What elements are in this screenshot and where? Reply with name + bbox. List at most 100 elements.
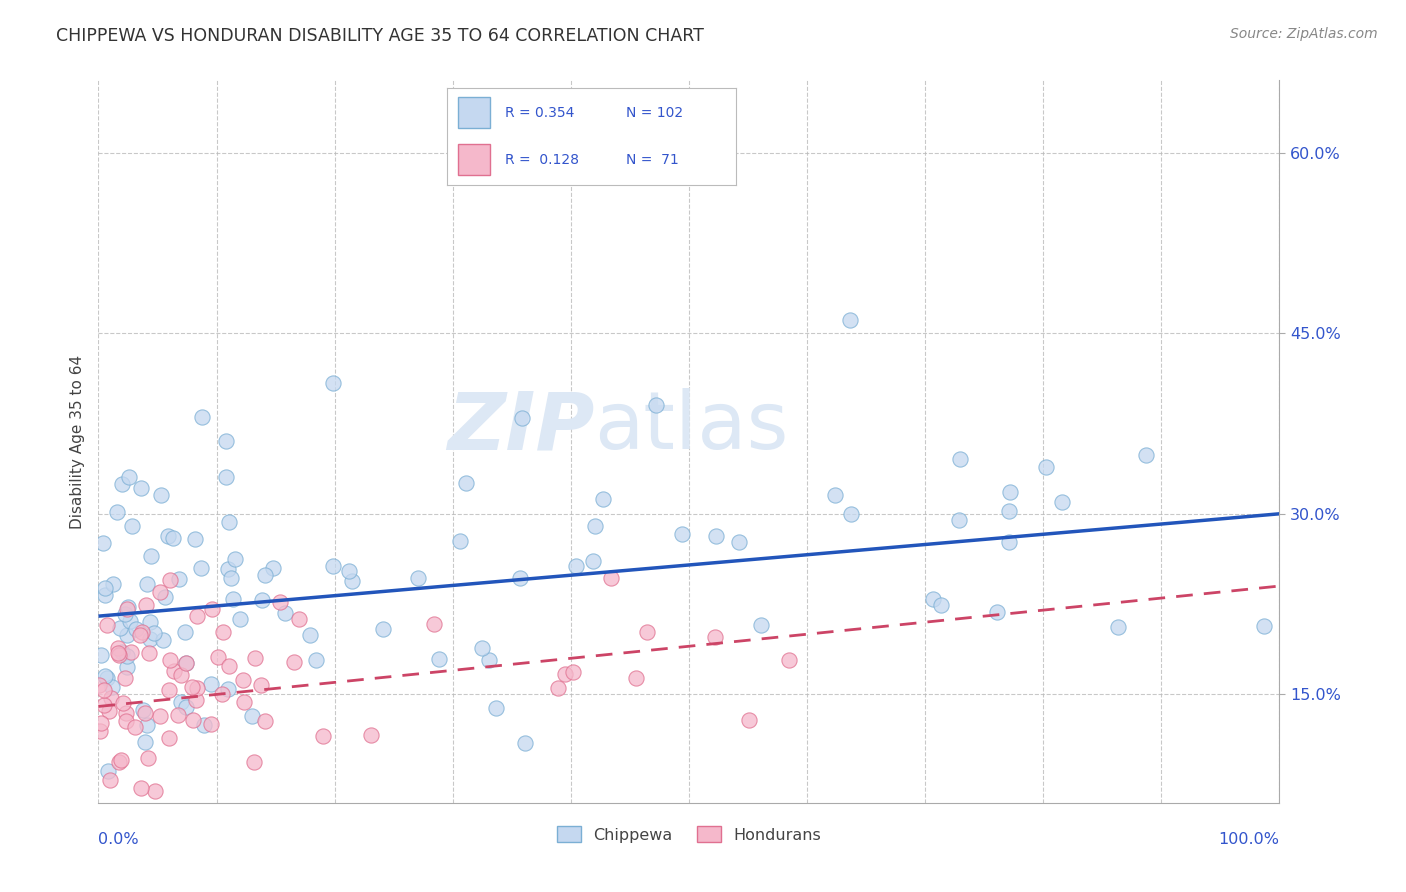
Point [922, 592, 945, 607]
Point [583, 519, 606, 533]
Point [728, 535, 751, 549]
Point [149, 708, 172, 723]
Point [117, 648, 139, 663]
Point [986, 605, 1008, 619]
Point [547, 681, 569, 695]
Point [703, 630, 725, 644]
Point [89, 723, 111, 738]
Point [141, 549, 163, 564]
Point [360, 728, 382, 742]
Point [221, 591, 243, 606]
Point [250, 678, 273, 692]
Point [240, 708, 263, 723]
Point [157, 731, 180, 746]
Point [94, 588, 117, 602]
Point [111, 645, 134, 659]
Point [839, 312, 862, 326]
Point [449, 533, 471, 548]
Point [129, 780, 152, 795]
Point [169, 695, 191, 709]
Point [645, 398, 668, 412]
Point [554, 667, 576, 681]
Point [93, 698, 115, 712]
Point [93, 536, 115, 550]
Point [96, 618, 118, 632]
Point [143, 784, 166, 798]
Point [305, 653, 328, 667]
Point [217, 562, 239, 576]
Point [200, 717, 222, 731]
Point [174, 657, 197, 671]
Point [94, 582, 117, 596]
Point [948, 513, 970, 527]
Point [101, 576, 124, 591]
Point [190, 560, 212, 574]
Point [243, 756, 266, 770]
Point [215, 470, 238, 484]
Point [824, 488, 846, 502]
Y-axis label: Disability Age 35 to 64: Disability Age 35 to 64 [69, 354, 84, 529]
Point [998, 535, 1021, 549]
Point [671, 526, 693, 541]
Point [162, 531, 184, 545]
Point [471, 640, 494, 655]
Point [163, 665, 186, 679]
Point [170, 667, 193, 681]
Point [478, 653, 501, 667]
Point [253, 714, 276, 728]
Point [219, 571, 242, 585]
Point [193, 718, 215, 732]
Point [184, 532, 207, 546]
Point [134, 706, 156, 720]
Point [129, 482, 152, 496]
Point [624, 671, 647, 685]
Point [118, 614, 141, 628]
Point [108, 756, 131, 770]
Point [139, 632, 162, 646]
Point [128, 627, 150, 641]
Point [243, 651, 266, 665]
Point [269, 595, 291, 609]
Text: 100.0%: 100.0% [1219, 831, 1279, 847]
Point [114, 607, 136, 622]
Point [232, 695, 254, 709]
Point [513, 736, 536, 750]
Point [949, 451, 972, 466]
Point [97, 764, 120, 778]
Point [117, 599, 139, 614]
Point [200, 677, 222, 691]
Point [565, 559, 588, 574]
Point [115, 660, 138, 674]
Point [118, 470, 141, 484]
Point [778, 653, 800, 667]
Point [427, 652, 450, 666]
Point [737, 713, 759, 727]
Point [114, 671, 136, 685]
Point [1253, 619, 1275, 633]
Point [250, 592, 273, 607]
Text: 0.0%: 0.0% [98, 831, 139, 847]
Point [191, 409, 214, 424]
Point [636, 624, 658, 639]
Point [105, 505, 128, 519]
Point [89, 678, 111, 692]
Point [1107, 620, 1129, 634]
Point [153, 590, 176, 604]
Point [181, 681, 204, 695]
Point [111, 476, 134, 491]
Point [454, 475, 477, 490]
Point [149, 488, 172, 502]
Point [186, 681, 208, 695]
Point [157, 529, 180, 543]
Point [115, 714, 138, 728]
Point [108, 621, 131, 635]
Point [93, 682, 115, 697]
Point [322, 558, 344, 573]
Point [157, 683, 180, 698]
Point [592, 492, 614, 507]
Point [174, 657, 197, 671]
Point [98, 704, 121, 718]
Point [136, 750, 159, 764]
Point [561, 665, 583, 679]
Text: atlas: atlas [595, 388, 789, 467]
